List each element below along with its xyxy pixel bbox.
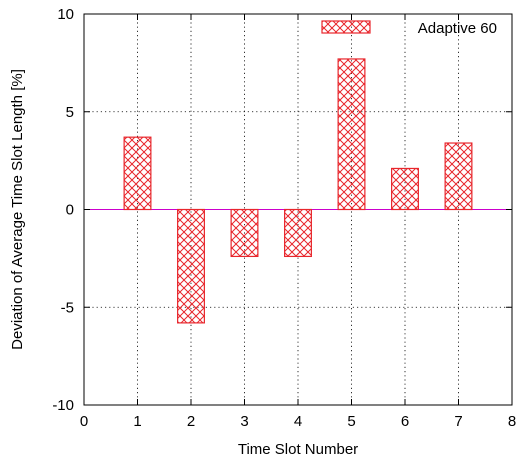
x-tick-label: 2: [187, 413, 195, 430]
ticks: [83, 13, 513, 406]
y-tick-label: -10: [52, 397, 74, 414]
y-tick-label: -5: [61, 299, 74, 316]
y-tick-labels: -10 -5 0 5 10: [52, 6, 74, 414]
y-axis-label: Deviation of Average Time Slot Length [%…: [9, 69, 26, 350]
legend-swatch: [321, 20, 371, 34]
bar-slot-6: [391, 167, 419, 211]
x-axis-label: Time Slot Number: [238, 441, 358, 458]
y-tick-label: 0: [66, 202, 74, 219]
bar-slot-3: [230, 208, 259, 258]
bar-slot-7: [444, 142, 473, 211]
x-tick-label: 1: [133, 413, 141, 430]
x-tick-label: 3: [240, 413, 248, 430]
bar-slot-1: [123, 136, 152, 211]
bars: [123, 58, 473, 324]
x-tick-label: 6: [401, 413, 409, 430]
bar-slot-2: [177, 208, 205, 324]
y-tick-label: 5: [66, 104, 74, 121]
x-tick-label: 4: [294, 413, 302, 430]
bar-slot-5: [337, 58, 366, 211]
y-tick-label: 10: [57, 6, 74, 23]
x-tick-labels: 0 1 2 3 4 5 6 7 8: [80, 413, 516, 430]
legend-label: Adaptive 60: [418, 20, 497, 37]
x-tick-label: 0: [80, 413, 88, 430]
legend: Adaptive 60: [321, 20, 497, 37]
bar-slot-4: [284, 208, 312, 258]
x-tick-label: 8: [508, 413, 516, 430]
x-tick-label: 7: [454, 413, 462, 430]
x-tick-label: 5: [347, 413, 355, 430]
